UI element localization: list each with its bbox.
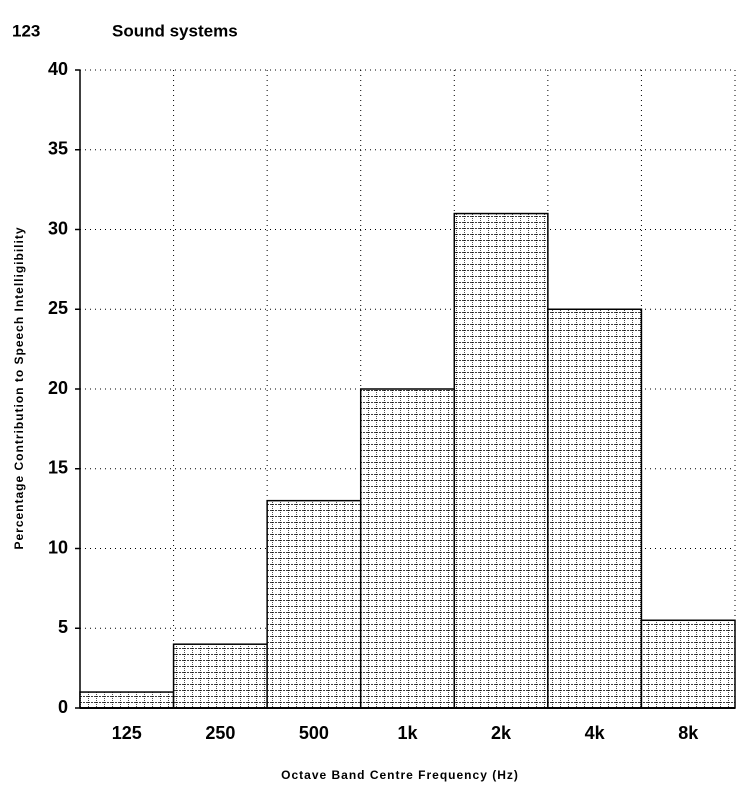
- x-tick-label: 500: [299, 723, 329, 743]
- y-tick-label: 35: [48, 139, 68, 159]
- y-tick-label: 20: [48, 378, 68, 398]
- y-tick-label: 5: [58, 617, 68, 637]
- y-tick-label: 25: [48, 298, 68, 318]
- bar: [359, 388, 456, 709]
- y-tick-label: 30: [48, 218, 68, 238]
- bar: [79, 691, 175, 709]
- y-axis-title: Percentage Contribution to Speech Intell…: [12, 226, 26, 549]
- x-tick-label: 1k: [397, 723, 418, 743]
- x-tick-label: 250: [205, 723, 235, 743]
- bar: [266, 499, 362, 709]
- x-tick-label: 2k: [491, 723, 512, 743]
- page-number: 123: [12, 21, 40, 40]
- x-tick-label: 4k: [585, 723, 606, 743]
- y-tick-label: 0: [58, 697, 68, 717]
- x-tick-label: 8k: [678, 723, 699, 743]
- bar: [172, 643, 268, 709]
- x-tick-label: 125: [112, 723, 142, 743]
- bar: [640, 619, 736, 709]
- x-axis-title: Octave Band Centre Frequency (Hz): [281, 768, 519, 782]
- section-title: Sound systems: [112, 21, 238, 40]
- y-tick-label: 15: [48, 458, 68, 478]
- bar: [453, 212, 549, 709]
- y-tick-label: 40: [48, 59, 68, 79]
- y-tick-label: 10: [48, 537, 68, 557]
- bar: [547, 308, 643, 709]
